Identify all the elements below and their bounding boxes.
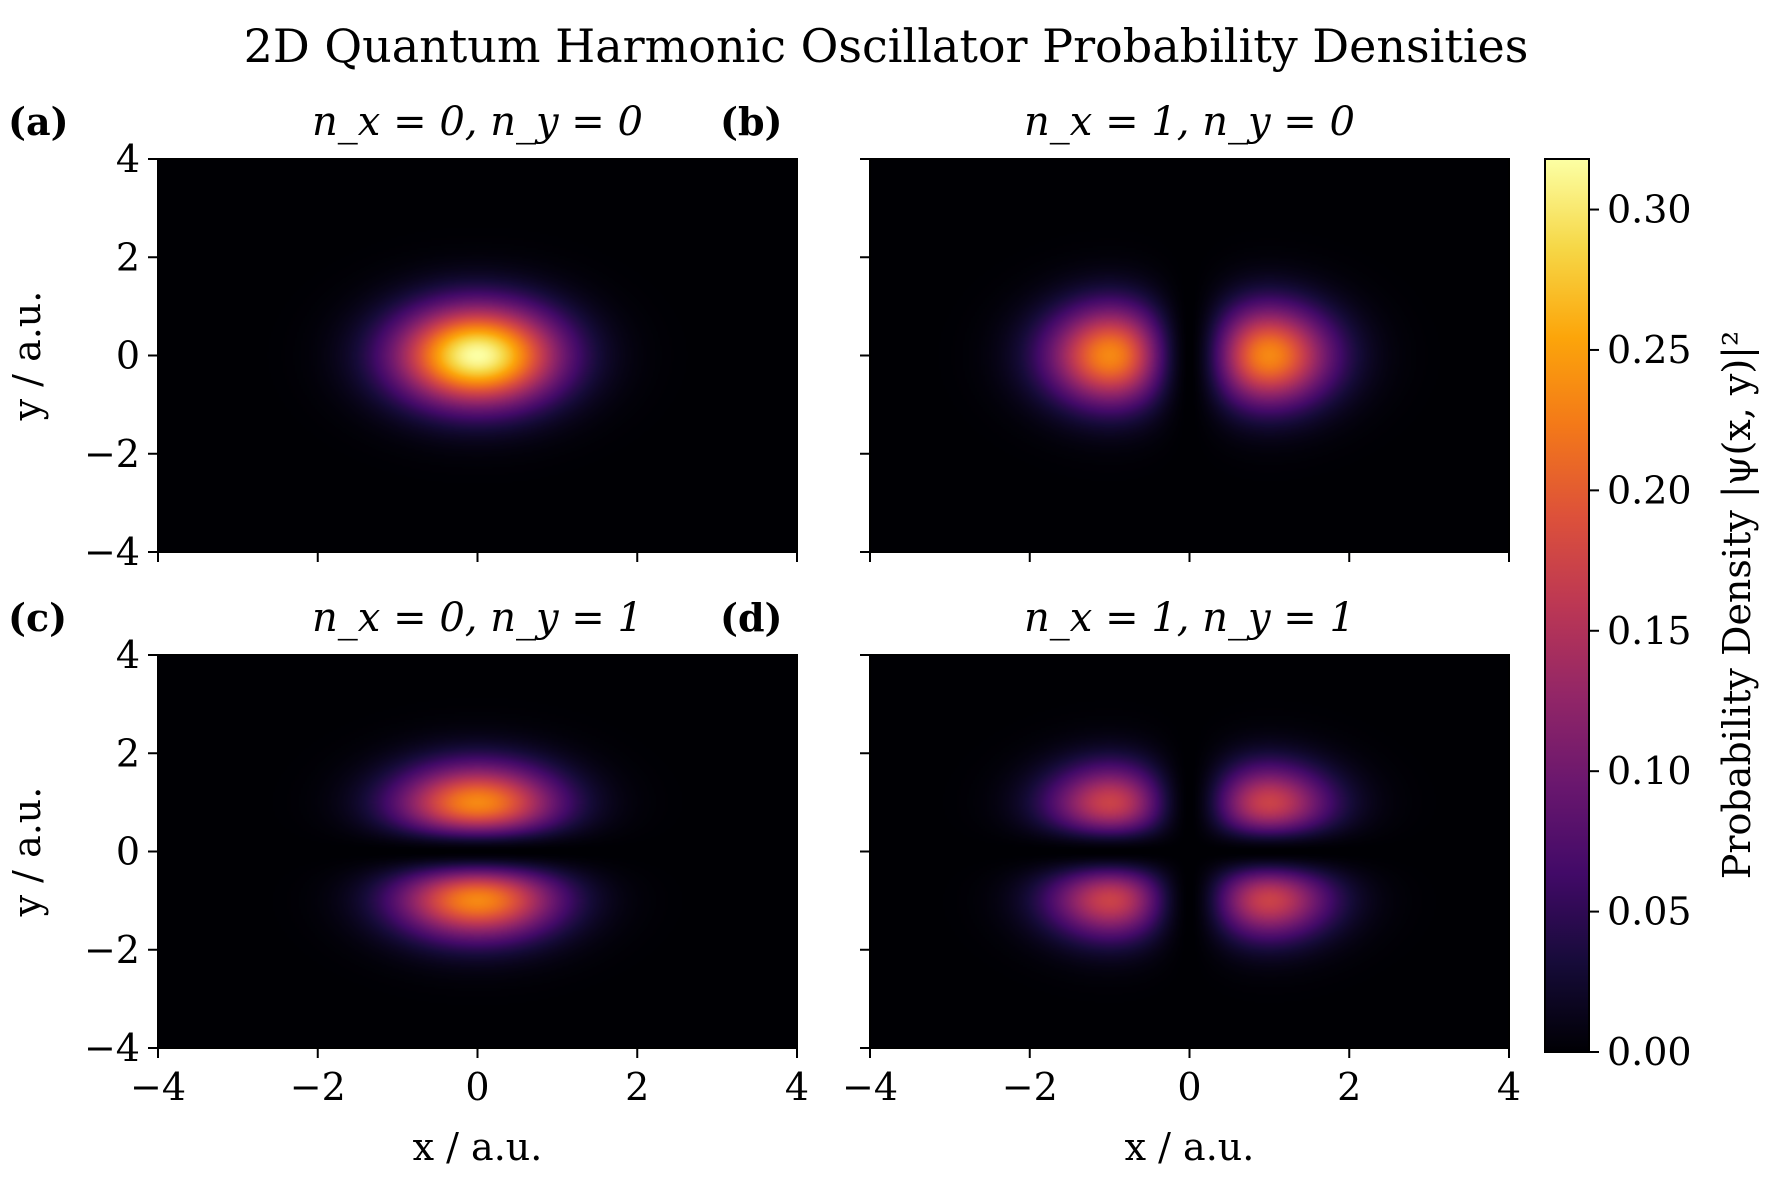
y-tick-label: 4 (116, 137, 140, 181)
x-tick-label: −2 (290, 1065, 346, 1109)
panel-b: (b) n_x = 1, n_y = 0 (720, 99, 1510, 562)
x-tick-label: 2 (625, 1065, 649, 1109)
y-tick-label: −2 (84, 432, 140, 476)
x-tick-label: −2 (1002, 1065, 1058, 1109)
panel-label: (d) (720, 595, 783, 640)
heatmap-image (158, 655, 797, 1048)
panel-label: (b) (720, 99, 783, 144)
chart-title: 2D Quantum Harmonic Oscillator Probabili… (244, 19, 1529, 73)
y-tick-label: −4 (84, 1026, 140, 1070)
y-tick-label: −4 (84, 530, 140, 574)
colorbar: 0.00 0.05 0.10 0.15 0.20 0.25 0.30 Probability… (1544, 158, 1759, 1074)
colorbar-tick-label: 0.15 (1607, 609, 1692, 653)
colorbar-tick-label: 0.30 (1607, 188, 1692, 232)
panel-label: (c) (8, 595, 67, 640)
colorbar-tick-label: 0.05 (1607, 890, 1692, 934)
heatmap-image (870, 159, 1509, 552)
colorbar-tick-label: 0.10 (1607, 749, 1692, 793)
panel-title: n_x = 0, n_y = 0 (312, 99, 643, 145)
panel-title: n_x = 1, n_y = 1 (1024, 595, 1355, 641)
y-tick-label: 0 (116, 830, 140, 874)
x-tick-label: −4 (130, 1065, 186, 1109)
colorbar-tick-label: 0.25 (1607, 328, 1692, 372)
x-axis-label: x / a.u. (413, 1125, 543, 1169)
panel-d: (d) n_x = 1, n_y = 1 −4 −2 0 2 4 x / a.u. (720, 595, 1521, 1169)
y-axis-label: y / a.u. (5, 787, 49, 918)
colorbar-gradient (1544, 158, 1590, 1053)
y-tick-label: 4 (116, 633, 140, 677)
x-tick-label: 4 (1497, 1065, 1521, 1109)
panel-c: (c) n_x = 0, n_y = 1 −4 −2 0 2 4 x / a.u. 4 2 0 −2 −… (5, 595, 809, 1169)
colorbar-label: Probability Density |ψ(x, y)|² (1715, 331, 1759, 879)
x-tick-label: 0 (1177, 1065, 1201, 1109)
colorbar-tick-label: 0.20 (1607, 468, 1692, 512)
y-tick-label: 2 (116, 235, 140, 279)
y-tick-label: 0 (116, 334, 140, 378)
y-axis-label: y / a.u. (5, 291, 49, 422)
x-axis-label: x / a.u. (1125, 1125, 1255, 1169)
x-tick-label: 2 (1337, 1065, 1361, 1109)
x-tick-label: 4 (785, 1065, 809, 1109)
colorbar-ticks: 0.00 0.05 0.10 0.15 0.20 0.25 0.30 (1589, 188, 1692, 1074)
panel-label: (a) (8, 99, 69, 144)
heatmap-image (870, 655, 1509, 1048)
y-tick-label: 2 (116, 731, 140, 775)
colorbar-tick-label: 0.00 (1607, 1030, 1692, 1074)
y-tick-label: −2 (84, 928, 140, 972)
panel-a: (a) n_x = 0, n_y = 0 4 2 0 −2 −4 y / a.u. (5, 99, 798, 574)
panels-group: (a) n_x = 0, n_y = 0 4 2 0 −2 −4 y / a.u. (b) n_x… (5, 99, 1521, 1169)
panel-title: n_x = 0, n_y = 1 (312, 595, 643, 641)
panel-title: n_x = 1, n_y = 0 (1024, 99, 1355, 145)
x-tick-label: 0 (465, 1065, 489, 1109)
heatmap-image (158, 159, 797, 552)
x-tick-label: −4 (842, 1065, 898, 1109)
